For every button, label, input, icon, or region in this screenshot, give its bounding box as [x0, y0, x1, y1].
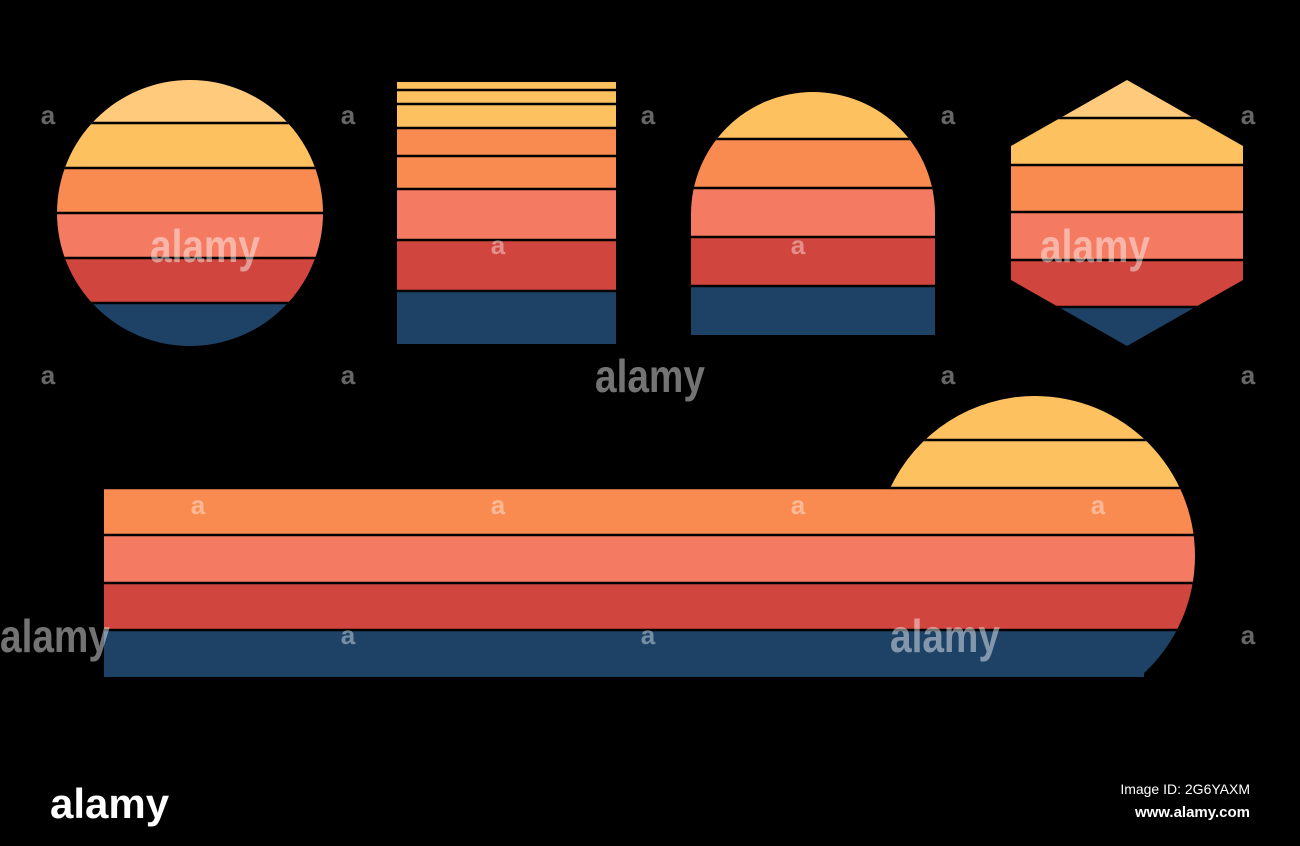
watermark-letter: a — [791, 490, 806, 520]
watermark-letter: a — [41, 360, 56, 390]
watermark-word: alamy — [150, 220, 260, 272]
watermark-word: alamy — [1040, 220, 1150, 272]
banner-sunset — [104, 396, 1195, 677]
watermark-letter: a — [341, 360, 356, 390]
watermark-letter: a — [491, 230, 506, 260]
watermark-word: alamy — [0, 610, 110, 662]
watermark-letter: a — [941, 360, 956, 390]
watermark-letter: a — [1091, 490, 1106, 520]
watermark-letter: a — [641, 620, 656, 650]
square-sunset — [397, 82, 616, 344]
watermark-letter: a — [41, 100, 56, 130]
watermark-letter: a — [191, 490, 206, 520]
watermark-letter: a — [941, 100, 956, 130]
watermarks: alamy alamy alamy alamy alamy a a a a a a a a a a a a a a a… — [0, 100, 1256, 662]
watermark-letter: a — [341, 100, 356, 130]
watermark-word: alamy — [595, 350, 705, 402]
watermark-letter: a — [1241, 360, 1256, 390]
watermark-word: alamy — [890, 610, 1000, 662]
arch-sunset — [691, 92, 935, 335]
watermark-letter: a — [641, 100, 656, 130]
image-id: Image ID: 2G6YAXM — [1120, 781, 1250, 797]
watermark-letter: a — [1241, 100, 1256, 130]
watermark-letter: a — [491, 490, 506, 520]
site-url: www.alamy.com — [1134, 804, 1250, 821]
watermark-letter: a — [1241, 620, 1256, 650]
footer-logo: alamy — [50, 780, 170, 827]
watermark-letter: a — [341, 620, 356, 650]
watermark-letter: a — [791, 230, 806, 260]
